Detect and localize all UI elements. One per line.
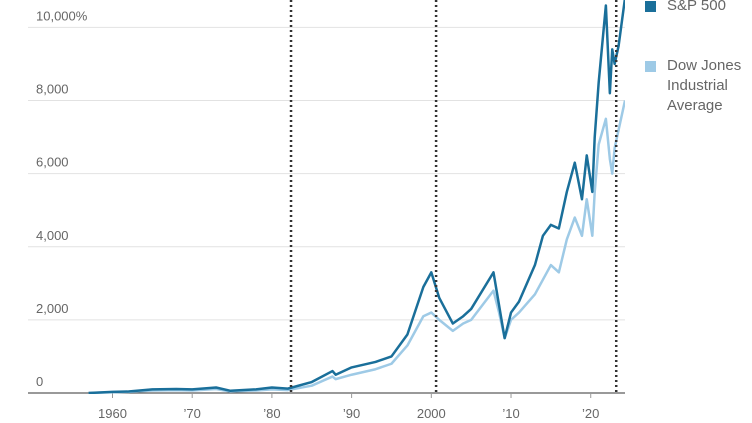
x-tick-label: ’20: [582, 406, 599, 421]
legend-swatch: [645, 1, 656, 12]
x-tick-label: ’90: [343, 406, 360, 421]
x-tick-label: ’70: [184, 406, 201, 421]
x-tick-label: 2000: [417, 406, 446, 421]
series-line: [88, 0, 625, 394]
x-tick-label: 1960: [98, 406, 127, 421]
y-tick-label: 8,000: [36, 82, 69, 97]
x-tick-label: ’10: [502, 406, 519, 421]
y-tick-label: 2,000: [36, 301, 69, 316]
y-tick-label: 6,000: [36, 155, 69, 170]
legend-label: Dow Jones Industrial Average: [667, 57, 742, 114]
y-tick-label: 4,000: [36, 228, 69, 243]
y-tick-label: 10,000%: [36, 8, 88, 23]
legend-label: S&P 500: [667, 0, 726, 14]
x-tick-label: ’80: [263, 406, 280, 421]
legend-swatch: [645, 61, 656, 72]
y-tick-label: 0: [36, 374, 43, 389]
